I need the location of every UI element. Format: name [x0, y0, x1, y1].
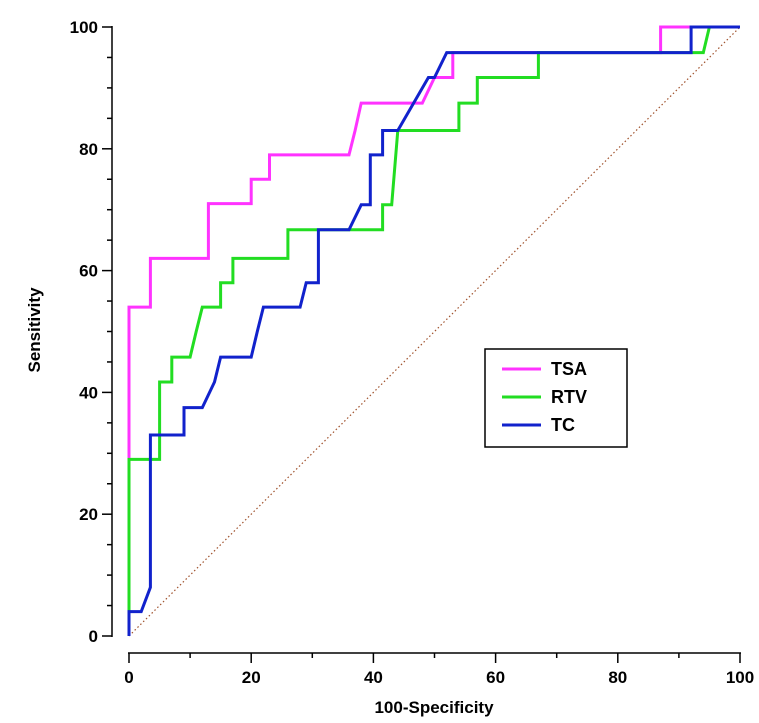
- x-tick-label: 80: [608, 668, 627, 687]
- y-tick-label: 60: [79, 262, 98, 281]
- legend-label-tc: TC: [551, 415, 575, 435]
- legend: TSA RTV TC: [484, 348, 628, 448]
- y-tick-label: 0: [89, 627, 98, 646]
- y-tick-label: 40: [79, 383, 98, 402]
- x-tick-label: 20: [242, 668, 261, 687]
- x-axis-title: 100-Specificity: [374, 698, 494, 717]
- legend-label-rtv: RTV: [551, 387, 587, 407]
- x-tick-label: 100: [726, 668, 754, 687]
- axes: 0 20 40 60 80 100 0 20 40 60 80 100: [70, 18, 755, 687]
- series-line-rtv: [127, 25, 740, 636]
- legend-label-tsa: TSA: [551, 359, 587, 379]
- x-tick-label: 40: [364, 668, 383, 687]
- reference-diagonal-line: [128, 26, 741, 637]
- series-line-tc: [127, 25, 740, 636]
- y-axis-title: Sensitivity: [25, 287, 44, 373]
- x-tick-label: 0: [124, 668, 133, 687]
- y-tick-label: 100: [70, 18, 98, 37]
- series-line-tsa: [127, 25, 740, 636]
- x-tick-label: 60: [486, 668, 505, 687]
- y-tick-label: 80: [79, 140, 98, 159]
- y-tick-label: 20: [79, 505, 98, 524]
- plot-area: [127, 25, 741, 637]
